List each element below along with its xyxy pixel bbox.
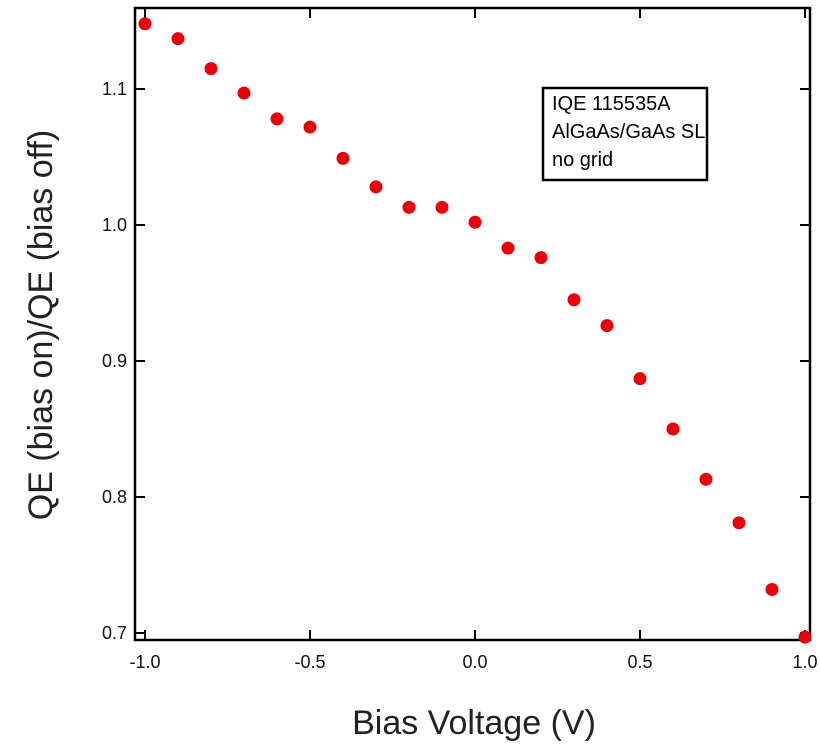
x-tick-label: 1.0 <box>792 652 817 672</box>
x-tick-label: 0.0 <box>462 652 487 672</box>
data-point <box>270 112 284 126</box>
data-point <box>435 200 449 214</box>
annotation-box <box>541 86 709 182</box>
x-tick-label: 0.5 <box>627 652 652 672</box>
plot-frame <box>133 6 812 642</box>
data-point <box>633 372 647 386</box>
annotation-line-1: IQE 115535A <box>552 93 671 115</box>
x-tick-label: -0.5 <box>294 652 325 672</box>
data-point <box>798 630 812 644</box>
data-point <box>699 472 713 486</box>
data-point <box>204 62 218 76</box>
y-tick-label: 1.0 <box>102 215 127 235</box>
data-point <box>336 151 350 165</box>
x-tick-label: -1.0 <box>129 652 160 672</box>
data-point <box>666 422 680 436</box>
data-point <box>237 86 251 100</box>
annotation-line-3: no grid <box>552 149 613 171</box>
annotation-line-2: AlGaAs/GaAs SL <box>552 121 705 143</box>
y-tick-label: 0.7 <box>102 623 127 643</box>
y-tick-label: 0.8 <box>102 487 127 507</box>
x-axis-title: Bias Voltage (V) <box>352 704 596 742</box>
data-point <box>171 32 185 46</box>
data-point <box>468 215 482 229</box>
data-point <box>765 582 779 596</box>
data-point <box>567 293 581 307</box>
data-point <box>402 200 416 214</box>
y-tick-label: 0.9 <box>102 351 127 371</box>
data-point <box>369 180 383 194</box>
data-point <box>534 251 548 265</box>
data-point <box>303 120 317 134</box>
data-point <box>732 516 746 530</box>
data-point <box>600 319 614 333</box>
y-tick-label: 1.1 <box>102 79 127 99</box>
data-point <box>501 241 515 255</box>
data-point <box>138 17 152 31</box>
y-axis-title: QE (bias on)/QE (bias off) <box>22 130 60 521</box>
